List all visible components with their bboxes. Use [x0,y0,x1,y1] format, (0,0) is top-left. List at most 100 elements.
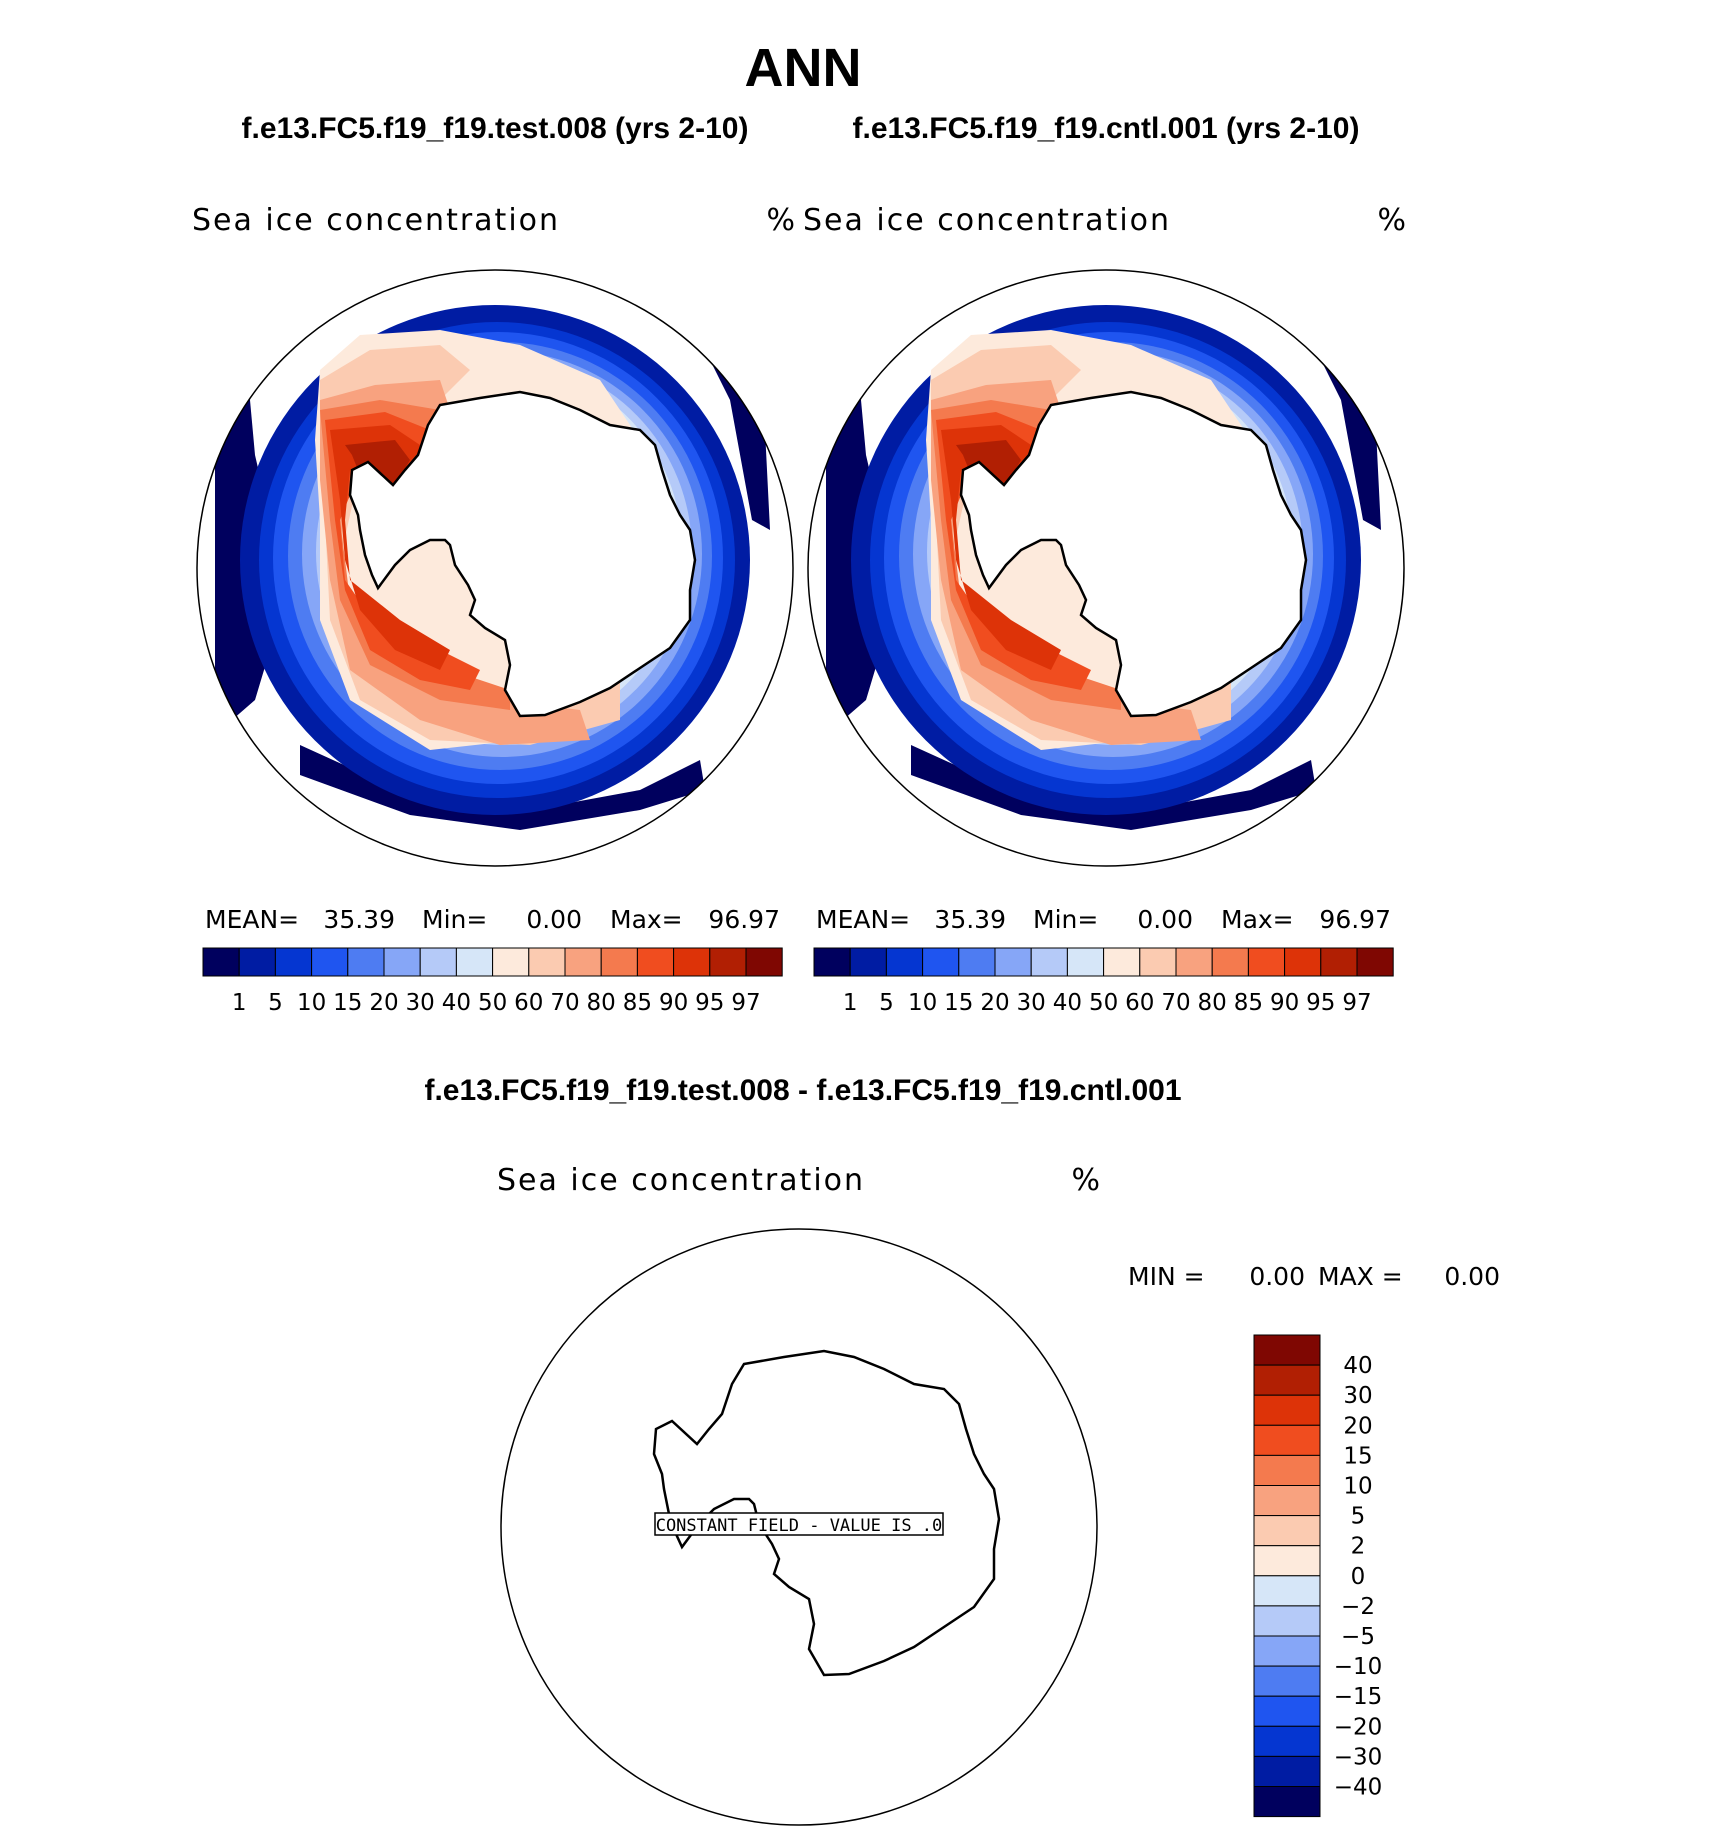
left-units-label: % [766,203,795,238]
control-colorbar-label: 50 [1089,990,1118,1016]
control-colorbar-swatch [1103,947,1141,977]
diff-colorbar-label: 30 [1343,1383,1372,1409]
test-colorbar-label: 15 [333,990,362,1016]
test-ice-field [215,270,770,830]
test-colorbar-swatch [419,947,457,977]
diff-colorbar-label: −2 [1341,1594,1375,1620]
control-colorbar-swatch [922,947,960,977]
control-colorbar-swatch [1175,947,1213,977]
test-colorbar-label: 5 [268,990,283,1016]
control-max-value: 96.97 [1319,905,1391,934]
test-colorbar-swatch [311,947,349,977]
diff-colorbar-swatch [1253,1575,1321,1607]
diff-colorbar-swatch [1253,1605,1321,1637]
control-colorbar-swatch [1247,947,1286,977]
diff-colorbar-label: 20 [1343,1413,1372,1439]
control-colorbar-label: 30 [1017,990,1046,1016]
diff-units-label: % [1071,1163,1100,1198]
diff-variable-label: Sea ice concentration [497,1163,865,1198]
control-antarctica-coastline [959,390,1308,718]
diff-colorbar-label: −10 [1334,1654,1383,1680]
test-colorbar-label: 40 [442,990,471,1016]
test-colorbar-label: 95 [695,990,724,1016]
control-colorbar-label: 15 [944,990,973,1016]
test-sea-ice-map [196,269,794,867]
control-stats: MEAN= 35.39 Min= 0.00 Max= 96.97 [816,905,1391,934]
control-colorbar-label: 5 [879,990,894,1016]
diff-antarctica-coastline [652,1349,1001,1677]
diff-colorbar-label: −5 [1341,1624,1375,1650]
diff-colorbar-swatch [1253,1424,1321,1456]
diff-colorbar-swatch [1253,1635,1321,1667]
test-colorbar-swatch [673,947,711,977]
control-colorbar-swatch [849,947,887,977]
control-colorbar-swatch [1139,947,1177,977]
control-colorbar-label: 95 [1306,990,1335,1016]
diff-colorbar-label: −40 [1334,1775,1383,1801]
diff-colorbar-label: −30 [1334,1744,1383,1770]
test-colorbar-label: 50 [478,990,507,1016]
diff-title: f.e13.FC5.f19_f19.test.008 - f.e13.FC5.f… [424,1074,1181,1107]
test-colorbar-swatch [274,947,313,977]
test-colorbar-label: 30 [406,990,435,1016]
control-colorbar-swatch [813,947,851,977]
diff-colorbar-label: −20 [1334,1714,1383,1740]
control-colorbar-label: 85 [1234,990,1263,1016]
test-colorbar-swatch [238,947,276,977]
control-colorbar-label: 10 [908,990,937,1016]
test-colorbar-label: 80 [587,990,616,1016]
control-colorbar-label: 1 [843,990,858,1016]
diff-colorbar-swatch [1253,1515,1321,1547]
control-colorbar-label: 80 [1198,990,1227,1016]
test-colorbar-label: 60 [514,990,543,1016]
diff-colorbar-swatch [1253,1334,1321,1366]
diff-colorbar-swatch [1253,1665,1321,1697]
test-stats: MEAN= 35.39 Min= 0.00 Max= 96.97 [205,905,780,934]
test-colorbar-swatch [383,947,421,977]
test-mean-value: 35.39 [323,905,395,934]
left-variable-label: Sea ice concentration [192,203,560,238]
control-colorbar-swatch [994,947,1032,977]
constant-field-label: CONSTANT FIELD - VALUE IS .0 [656,1516,943,1536]
diff-min-value: 0.00 [1249,1262,1305,1291]
diff-max-label: MAX = [1318,1262,1403,1291]
control-colorbar-label: 70 [1161,990,1190,1016]
control-colorbar-label: 20 [980,990,1009,1016]
test-colorbar-label: 85 [623,990,652,1016]
control-sea-ice-map [807,269,1405,867]
constant-field-box [654,1512,944,1536]
diff-colorbar-label: 10 [1343,1474,1372,1500]
control-colorbar-swatch [958,947,996,977]
diff-colorbar-label: −15 [1334,1684,1383,1710]
diff-min-label: MIN = [1128,1262,1205,1291]
diff-max-value: 0.00 [1444,1262,1500,1291]
control-mean-value: 35.39 [934,905,1006,934]
control-colorbar-swatch [1320,947,1358,977]
test-colorbar-swatch [347,947,385,977]
test-colorbar-swatch [202,947,240,977]
control-colorbar-swatch [1030,947,1068,977]
control-map-boundary [807,269,1405,867]
control-colorbar-label: 97 [1342,990,1371,1016]
test-colorbar-label: 20 [369,990,398,1016]
control-colorbar-swatch [1066,947,1105,977]
control-colorbar-label: 60 [1125,990,1154,1016]
control-colorbar-label: 90 [1270,990,1299,1016]
diff-colorbar-swatch [1253,1454,1321,1487]
diff-colorbar-swatch [1253,1545,1321,1577]
diff-colorbar-swatch [1253,1786,1321,1818]
test-mean-label: MEAN= [205,905,299,934]
test-colorbar-label: 97 [731,990,760,1016]
diff-stats: MIN = 0.00 MAX = 0.00 [1128,1262,1500,1291]
test-colorbar-label: 1 [232,990,247,1016]
right-variable-label: Sea ice concentration [803,203,1171,238]
test-min-value: 0.00 [526,905,582,934]
test-colorbar-label: 70 [550,990,579,1016]
diff-colorbar-swatch [1253,1485,1321,1517]
diff-colorbar-label: 40 [1343,1353,1372,1379]
diff-colorbar-label: 0 [1351,1564,1366,1590]
control-colorbar-label: 40 [1053,990,1082,1016]
control-colorbar-swatch [1356,947,1394,977]
test-antarctica-coastline [348,390,697,718]
